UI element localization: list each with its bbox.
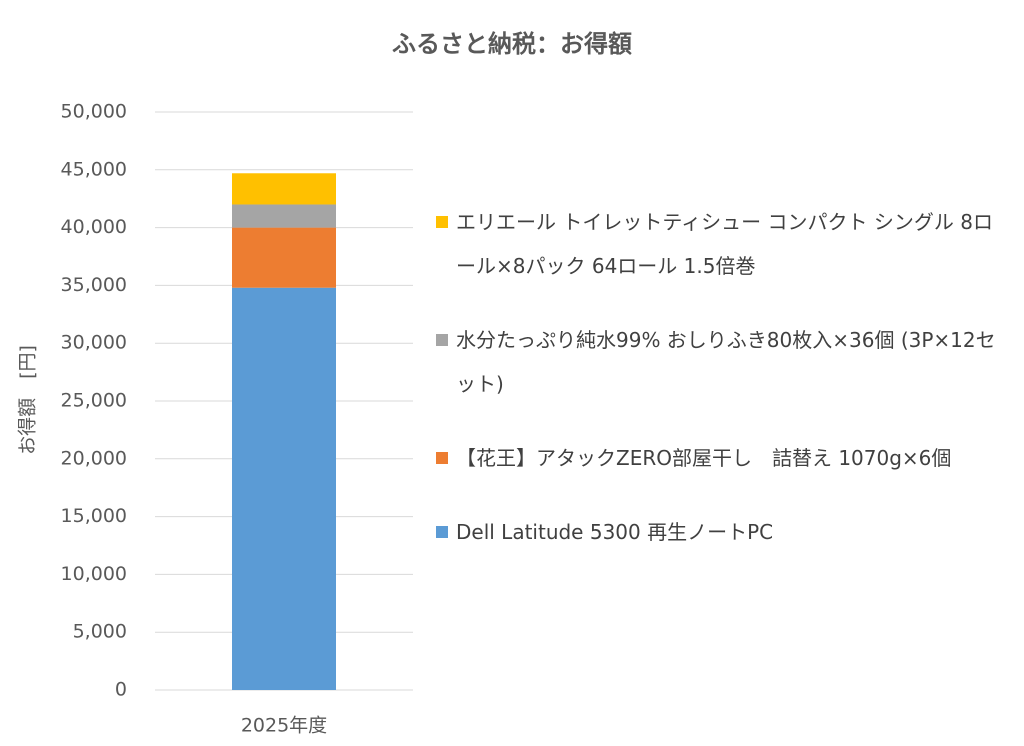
chart-title: ふるさと納税：お得額 <box>392 30 632 58</box>
y-tick-label: 40,000 <box>61 216 127 238</box>
y-axis-label: お得額 [円] <box>17 345 39 455</box>
y-tick-label: 35,000 <box>61 274 127 296</box>
y-tick-label: 20,000 <box>61 447 127 469</box>
legend-label: エリエール トイレットティシュー コンパクト シングル 8ロール×8パック 64… <box>456 210 993 278</box>
bar-segment <box>232 227 336 288</box>
y-tick-label: 30,000 <box>61 332 127 354</box>
legend-item: エリエール トイレットティシュー コンパクト シングル 8ロール×8パック 64… <box>436 200 996 288</box>
legend-label: 【花王】アタックZERO部屋干し 詰替え 1070g×6個 <box>456 446 952 470</box>
y-tick-label: 10,000 <box>61 563 127 585</box>
bar-segment <box>232 287 336 690</box>
legend-label: Dell Latitude 5300 再生ノートPC <box>456 520 774 544</box>
legend-label: 水分たっぷり純水99% おしりふき80枚入×36個 (3P×12セット) <box>456 328 996 396</box>
y-tick-label: 15,000 <box>61 505 127 527</box>
y-tick-label: 50,000 <box>61 101 127 123</box>
legend: エリエール トイレットティシュー コンパクト シングル 8ロール×8パック 64… <box>436 200 996 554</box>
legend-swatch <box>436 452 448 464</box>
bar-segment <box>232 204 336 228</box>
legend-swatch <box>436 526 448 538</box>
legend-item: Dell Latitude 5300 再生ノートPC <box>436 510 996 554</box>
legend-swatch <box>436 334 448 346</box>
legend-item: 【花王】アタックZERO部屋干し 詰替え 1070g×6個 <box>436 436 996 480</box>
y-tick-label: 25,000 <box>61 390 127 412</box>
y-tick-label: 45,000 <box>61 158 127 180</box>
legend-item: 水分たっぷり純水99% おしりふき80枚入×36個 (3P×12セット) <box>436 318 996 406</box>
bar-segment <box>232 173 336 205</box>
y-tick-label: 0 <box>115 679 127 701</box>
y-tick-label: 5,000 <box>73 621 127 643</box>
legend-swatch <box>436 216 448 228</box>
x-tick-label: 2025年度 <box>241 715 327 737</box>
